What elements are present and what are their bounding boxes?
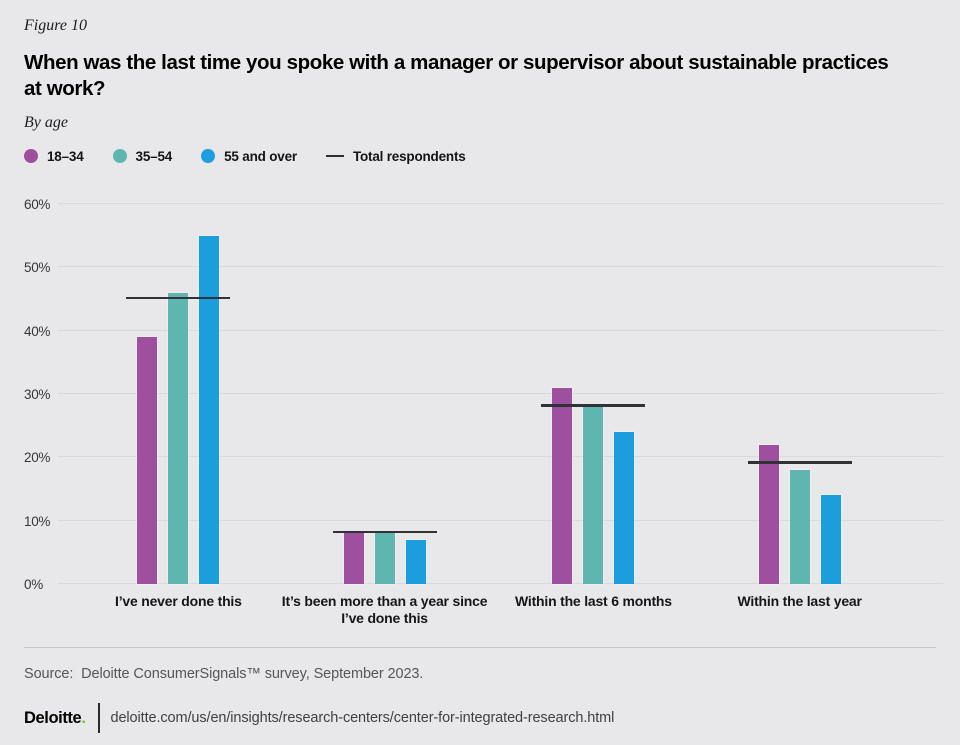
bar-age-35-54 [374, 533, 395, 584]
bar-age-18-34 [343, 533, 364, 584]
legend: 18–34 35–54 55 and over Total respondents [24, 146, 466, 166]
total-respondents-line [541, 404, 646, 407]
legend-item: 55 and over [201, 149, 297, 164]
legend-dot-icon [112, 149, 127, 163]
bar-cluster [343, 204, 426, 584]
bar-cluster [758, 204, 841, 584]
legend-item: Total respondents [325, 148, 466, 164]
bar-group: Within the last year [738, 204, 862, 609]
deloitte-logo: Deloitte. [24, 708, 86, 727]
footer-brand-row: Deloitte. deloitte.com/us/en/insights/re… [24, 702, 614, 734]
bar-cluster [137, 204, 220, 584]
bar-cluster [552, 204, 635, 584]
chart-title: When was the last time you spoke with a … [24, 50, 940, 102]
x-axis-category-label: It’s been more than a year since I’ve do… [281, 593, 488, 626]
y-axis-tick-label: 50% [24, 260, 51, 276]
legend-dot-icon [24, 149, 38, 163]
legend-item-label: 55 and over [224, 148, 297, 164]
bar-group: Within the last 6 months [515, 204, 672, 609]
x-axis-category-label: Within the last year [737, 593, 862, 609]
gridline [58, 393, 943, 394]
gridline [58, 583, 943, 584]
bar-group: It’s been more than a year since I’ve do… [282, 204, 488, 626]
legend-item-label: 35–54 [135, 148, 173, 164]
source-note: Source: Deloitte ConsumerSignals™ survey… [24, 666, 424, 682]
total-respondents-line [332, 530, 437, 534]
bar-age-18-34 [137, 337, 158, 584]
bar-age-18-34 [758, 444, 779, 584]
footer-divider [24, 647, 936, 648]
bar-age-35-54 [583, 406, 604, 584]
deloitte-logo-green-dot: . [81, 708, 86, 727]
y-axis-tick-label: 0% [24, 577, 43, 592]
x-axis-category-label: Within the last 6 months [514, 593, 672, 609]
gridline [58, 266, 943, 268]
y-axis-tick-label: 40% [24, 323, 51, 339]
total-respondents-line [126, 296, 231, 299]
footer-url: deloitte.com/us/en/insights/research-cen… [110, 710, 615, 726]
bar-age-35-54 [168, 292, 189, 584]
y-axis-tick-label: 10% [24, 513, 51, 529]
gridline [58, 519, 943, 521]
chart-title-line1: When was the last time you spoke with a … [24, 51, 889, 74]
bar-age-55-and-over [820, 495, 841, 584]
legend-item: 35–54 [112, 148, 173, 164]
bar-group: I’ve never done this [115, 204, 242, 609]
legend-total-line-icon [325, 154, 344, 158]
legend-dot-icon [201, 149, 216, 163]
figure-label: Figure 10 [24, 17, 87, 34]
y-axis-tick-label: 30% [24, 387, 51, 402]
chart-subtitle: By age [24, 114, 68, 131]
y-axis-tick-label: 60% [24, 197, 51, 212]
chart-title-line2: at work? [24, 77, 106, 100]
legend-item-label: 18–34 [47, 148, 84, 164]
bar-age-18-34 [552, 387, 573, 584]
bar-age-55-and-over [614, 432, 635, 584]
gridline [58, 456, 943, 458]
y-axis-tick-label: 20% [24, 450, 51, 466]
gridline [58, 329, 943, 331]
total-respondents-line [747, 461, 852, 464]
bar-age-55-and-over [405, 539, 426, 584]
x-axis-category-label: I’ve never done this [115, 593, 242, 609]
legend-item-label: Total respondents [352, 148, 466, 164]
gridline [58, 203, 943, 204]
bar-age-55-and-over [199, 235, 220, 584]
bar-chart-plot-area: 0% 10% 20% 30% 40% 50% 60% I’ve never done this… [24, 197, 943, 626]
bar-age-35-54 [789, 470, 810, 584]
legend-item: 18–34 [24, 149, 84, 164]
vertical-divider [97, 703, 100, 733]
